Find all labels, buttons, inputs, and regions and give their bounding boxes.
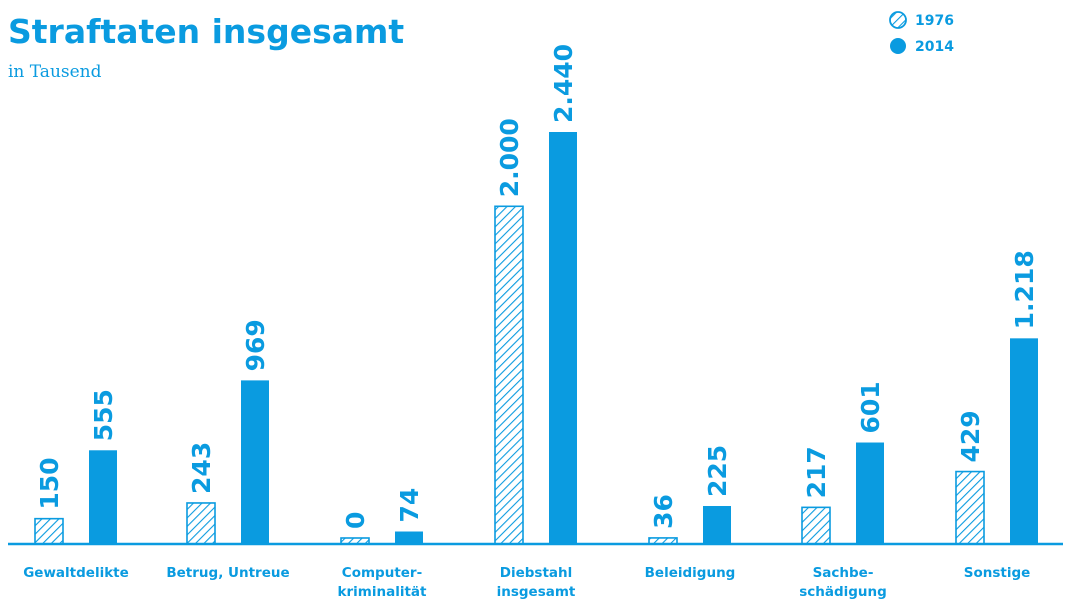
value-label-2014-2: 74 (395, 488, 424, 523)
value-label-1976-6: 429 (956, 410, 985, 462)
value-label-2014-3: 2.440 (549, 44, 578, 123)
value-label-1976-5: 217 (802, 446, 831, 498)
bar-1976-0 (34, 517, 64, 545)
chart-title: Straftaten insgesamt (8, 12, 404, 51)
bar-2014-4 (703, 506, 731, 544)
value-label-1976-3: 2.000 (495, 118, 524, 197)
legend-swatch-2014 (890, 38, 906, 54)
category-label-5-line-1: schädigung (799, 584, 887, 600)
legend: 1976 2014 (889, 11, 954, 55)
value-label-2014-6: 1.218 (1010, 250, 1039, 329)
bar-1976-3 (494, 205, 524, 545)
legend-swatch-1976 (889, 11, 907, 29)
value-label-1976-4: 36 (649, 494, 678, 529)
category-label-6: Sonstige (964, 565, 1031, 581)
value-label-2014-4: 225 (703, 445, 732, 497)
bar-1976-6 (955, 470, 985, 545)
value-label-1976-1: 243 (187, 442, 216, 494)
value-label-2014-0: 555 (89, 389, 118, 441)
legend-item-2014: 2014 (890, 38, 954, 55)
value-label-1976-0: 150 (35, 457, 64, 509)
category-label-0: Gewaltdelikte (23, 565, 129, 581)
bar-1976-1 (186, 502, 216, 545)
legend-label-1976: 1976 (915, 13, 954, 29)
bar-2014-2 (395, 531, 423, 544)
bar-2014-5 (856, 442, 884, 544)
category-label-3-line-0: Diebstahl (500, 565, 573, 581)
category-label-1: Betrug, Untreue (166, 565, 289, 581)
chart-subtitle: in Tausend (8, 62, 102, 82)
category-label-3-line-1: insgesamt (497, 584, 576, 600)
bar-2014-3 (549, 132, 577, 544)
bar-2014-0 (89, 450, 117, 544)
plot-area: 150 243 0 2.000 36 217 429 555 969 74 2.440 225 601 1… (23, 44, 1039, 600)
category-label-2-line-1: kriminalität (338, 584, 427, 600)
value-label-1976-2: 0 (341, 512, 370, 529)
bar-2014-1 (241, 380, 269, 544)
value-label-2014-1: 969 (241, 319, 270, 371)
bar-2014-6 (1010, 338, 1038, 544)
legend-item-1976: 1976 (889, 11, 954, 29)
value-label-2014-5: 601 (856, 381, 885, 433)
category-label-4: Beleidigung (645, 565, 736, 581)
category-label-5-line-0: Sachbe- (813, 565, 874, 581)
bar-1976-5 (801, 506, 831, 545)
legend-label-2014: 2014 (915, 39, 954, 55)
category-label-2-line-0: Computer- (342, 565, 422, 581)
